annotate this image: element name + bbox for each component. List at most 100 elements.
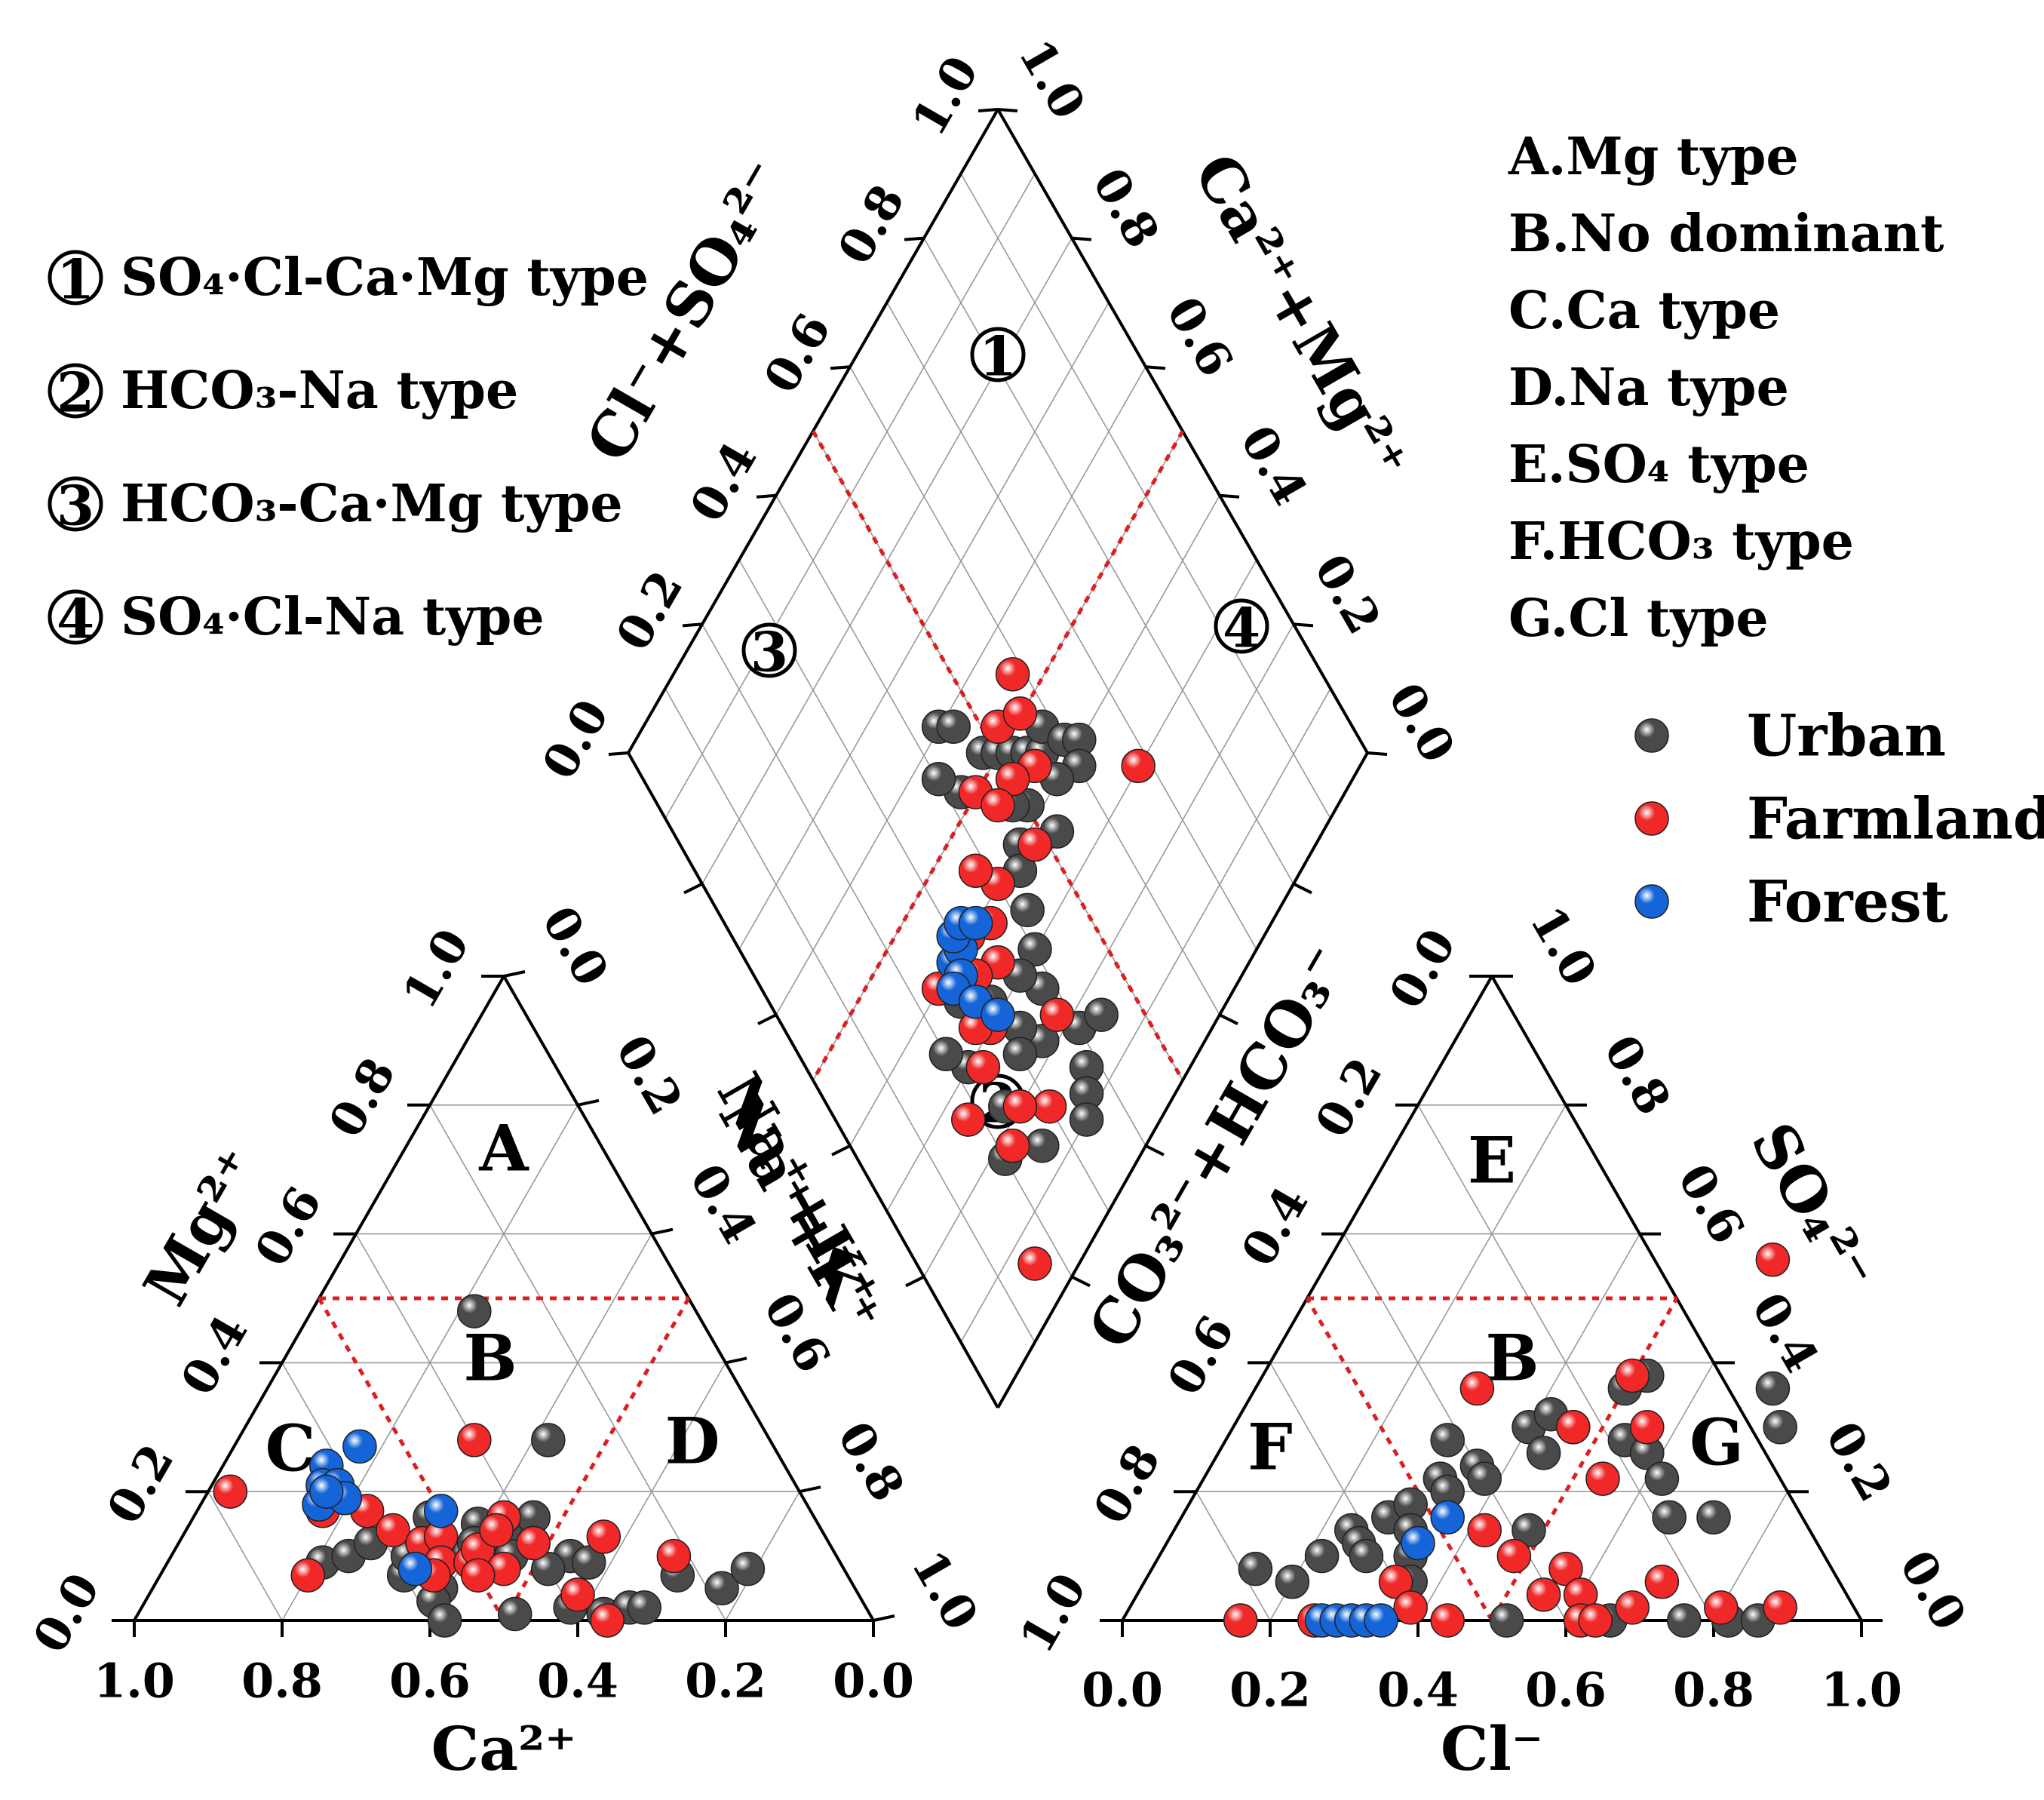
diamond-tick-mark (608, 751, 629, 756)
numbered-legend-text: SO₄·Cl-Ca·Mg type (121, 247, 649, 308)
diamond-tick-mark (977, 108, 999, 112)
anion-hco3-tick-label: 0.2 (1304, 1049, 1392, 1147)
diamond-grid-line (886, 302, 1257, 950)
anion-point-farmland (1459, 1371, 1495, 1406)
cation-point-farmland (479, 1513, 514, 1548)
diamond-point-farmland (965, 1049, 1001, 1085)
cation-nak-tick-label: 0.0 (531, 897, 619, 995)
cation-point-urban (457, 1294, 492, 1328)
numbered-legend-mark-ring (48, 476, 103, 532)
diamond-left-tick-label: 0.4 (679, 433, 767, 531)
cation-mg-tick-label: 1.0 (391, 920, 480, 1018)
diamond-tick-mark (1219, 493, 1240, 499)
cation-point-urban (531, 1551, 566, 1587)
anion-so4-tick-label: 0.0 (1889, 1541, 1977, 1639)
cation-grid-line (429, 1104, 726, 1621)
cation-ca-tick-label: 0.0 (833, 1654, 914, 1709)
cation-tick-mark (873, 1614, 895, 1622)
diamond-point-urban (1017, 932, 1052, 967)
diamond-grid-line (664, 173, 1036, 819)
diamond-region-3-ring (741, 622, 797, 678)
region-dividers (317, 430, 1679, 1622)
diamond-region-1: 1 (979, 324, 1017, 389)
cation-point-forest (397, 1551, 433, 1587)
anion-hco3-axis-title: CO₃²⁻+HCO₃⁻ (1075, 933, 1362, 1360)
anion-hco3-tick-label: 0.4 (1230, 1178, 1318, 1276)
diamond-grid-line (960, 173, 1331, 819)
anion-hco3-tick-label: 0.8 (1082, 1435, 1171, 1533)
cation-point-farmland (516, 1525, 551, 1561)
diamond-region-4: 4 (1223, 596, 1260, 660)
series-legend-marker-farmland (1634, 801, 1669, 836)
anion-point-farmland (1393, 1590, 1428, 1625)
anion-so4-tick-label: 0.2 (1815, 1412, 1903, 1510)
cation-grid-line (725, 1491, 800, 1621)
anion-point-urban (1238, 1551, 1273, 1587)
diamond-point-farmland (1017, 827, 1052, 862)
anion-point-urban (1667, 1603, 1702, 1638)
diamond-region-3: 3 (750, 620, 788, 684)
anion-point-urban (1467, 1461, 1502, 1496)
cation-tick-mark (503, 970, 526, 978)
anion-point-forest (1430, 1500, 1465, 1535)
cation-point-urban (531, 1423, 566, 1458)
cation-point-urban (427, 1603, 462, 1638)
cation-ca-tick-label: 0.8 (241, 1654, 323, 1709)
diamond-point-farmland (1002, 696, 1038, 731)
anion-point-farmland (1763, 1590, 1797, 1625)
numbered-legend-text: HCO₃-Ca·Mg type (121, 474, 623, 534)
anion-point-forest (1364, 1603, 1398, 1638)
diamond-divider (811, 430, 1185, 1082)
cation-ca-axis-title: Ca²⁺ (431, 1713, 577, 1784)
cation-point-urban (497, 1596, 532, 1632)
diamond-tick-mark (997, 108, 1018, 112)
diamond-left-tick-label: 0.2 (605, 561, 693, 659)
cation-ca-tick-label: 0.2 (685, 1654, 766, 1709)
cation-tick-mark (725, 1356, 747, 1365)
point-layer (213, 657, 1797, 1638)
diamond-point-farmland (958, 853, 993, 888)
anion-point-farmland (1430, 1603, 1465, 1638)
diamond-point-farmland (1032, 1089, 1067, 1124)
anion-point-farmland (1615, 1358, 1650, 1393)
diamond-tick-mark (1293, 882, 1312, 895)
anion-point-urban (1696, 1500, 1731, 1535)
diamond-point-urban (1069, 1102, 1104, 1137)
diamond-left-tick-label: 1.0 (901, 47, 989, 145)
cation-point-forest (309, 1474, 344, 1509)
lettered-legend-text: B.No dominant (1508, 204, 1944, 264)
anion-point-farmland (1644, 1565, 1680, 1599)
anion-grid-line (1195, 1491, 1271, 1621)
anion-point-farmland (1467, 1513, 1502, 1548)
numbered-legend-mark-ring (48, 363, 103, 419)
diamond-right-tick-label: 0.0 (1377, 674, 1465, 772)
anion-point-urban (1512, 1513, 1546, 1548)
anion-point-farmland (1378, 1565, 1413, 1599)
cation-mg-axis-title: Mg²⁺ (130, 1136, 275, 1316)
cation-nak-tick-label: 0.8 (827, 1412, 915, 1510)
anion-point-farmland (1548, 1551, 1583, 1587)
cation-mg-tick-label: 0.0 (22, 1564, 110, 1662)
diamond-tick-mark (1219, 1013, 1238, 1025)
cation-region-D: D (665, 1404, 720, 1479)
diamond-tick-mark (1145, 365, 1166, 370)
anion-cl-tick-label: 0.0 (1082, 1663, 1163, 1718)
anion-region-G: G (1690, 1405, 1744, 1480)
cation-tick-mark (651, 1227, 674, 1236)
anion-point-forest (1401, 1525, 1435, 1561)
anion-point-farmland (1578, 1603, 1613, 1638)
anion-cl-tick-label: 0.4 (1377, 1663, 1459, 1718)
anion-region-E: E (1468, 1123, 1516, 1198)
cation-mg-tick-label: 0.2 (96, 1435, 184, 1533)
series-legend-marker-forest (1634, 884, 1669, 919)
diamond-cl-so4-axis-title: Cl⁻+SO₄²⁻ (572, 149, 801, 474)
anion-grid-line (1417, 1104, 1714, 1621)
diamond-tick-mark (756, 493, 777, 499)
anion-cl-tick-label: 0.2 (1229, 1663, 1311, 1718)
cation-point-forest (423, 1494, 459, 1528)
diamond-point-forest (958, 905, 993, 941)
cation-point-farmland (590, 1603, 625, 1638)
anion-point-farmland (1556, 1410, 1591, 1445)
cation-point-farmland (560, 1577, 595, 1612)
lettered-legend-text: G.Cl type (1508, 588, 1769, 649)
